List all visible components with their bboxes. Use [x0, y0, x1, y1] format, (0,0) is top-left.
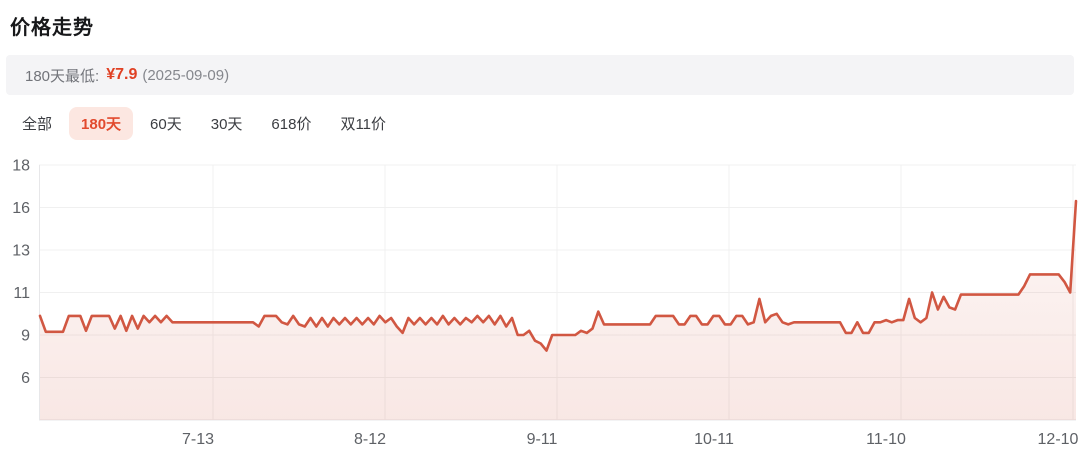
lowest-price-date: (2025-09-09) [142, 66, 230, 84]
x-tick-label: 10-11 [694, 431, 734, 448]
tab-30天[interactable]: 30天 [210, 115, 243, 133]
x-tick-label: 11-10 [866, 431, 906, 448]
y-tick-label: 11 [13, 285, 30, 302]
page-title: 价格走势 [10, 17, 94, 39]
y-tick-label: 18 [12, 158, 30, 175]
period-tabs: 全部 180天 60天 30天 618价 双11价 [22, 104, 386, 142]
lowest-price-value: ¥7.9 [106, 66, 138, 83]
tab-180天[interactable]: 180天 [69, 106, 134, 140]
x-tick-label: 8-12 [354, 431, 386, 448]
lowest-price-label: 180天最低: [25, 67, 100, 85]
x-tick-label: 12-10 [1038, 431, 1079, 448]
tab-双11价[interactable]: 双11价 [340, 115, 387, 133]
y-tick-label: 6 [21, 370, 30, 387]
tab-全部[interactable]: 全部 [22, 115, 53, 133]
x-tick-label: 7-13 [182, 431, 214, 448]
y-tick-label: 9 [21, 328, 30, 345]
price-line [38, 199, 1078, 352]
y-axis-labels: 18 16 13 11 9 6 [12, 158, 30, 388]
y-tick-label: 16 [12, 200, 30, 217]
x-tick-label: 9-11 [527, 431, 558, 448]
x-axis-labels: 7-13 8-12 9-11 10-11 11-10 12-10 [182, 431, 1079, 448]
lowest-price-summary-bar: 180天最低: ¥7.9 (2025-09-09) [6, 55, 1074, 95]
price-area-fill [40, 201, 1076, 420]
tab-618价[interactable]: 618价 [271, 115, 312, 133]
tab-60天[interactable]: 60天 [150, 115, 182, 133]
y-tick-label: 13 [12, 243, 30, 260]
